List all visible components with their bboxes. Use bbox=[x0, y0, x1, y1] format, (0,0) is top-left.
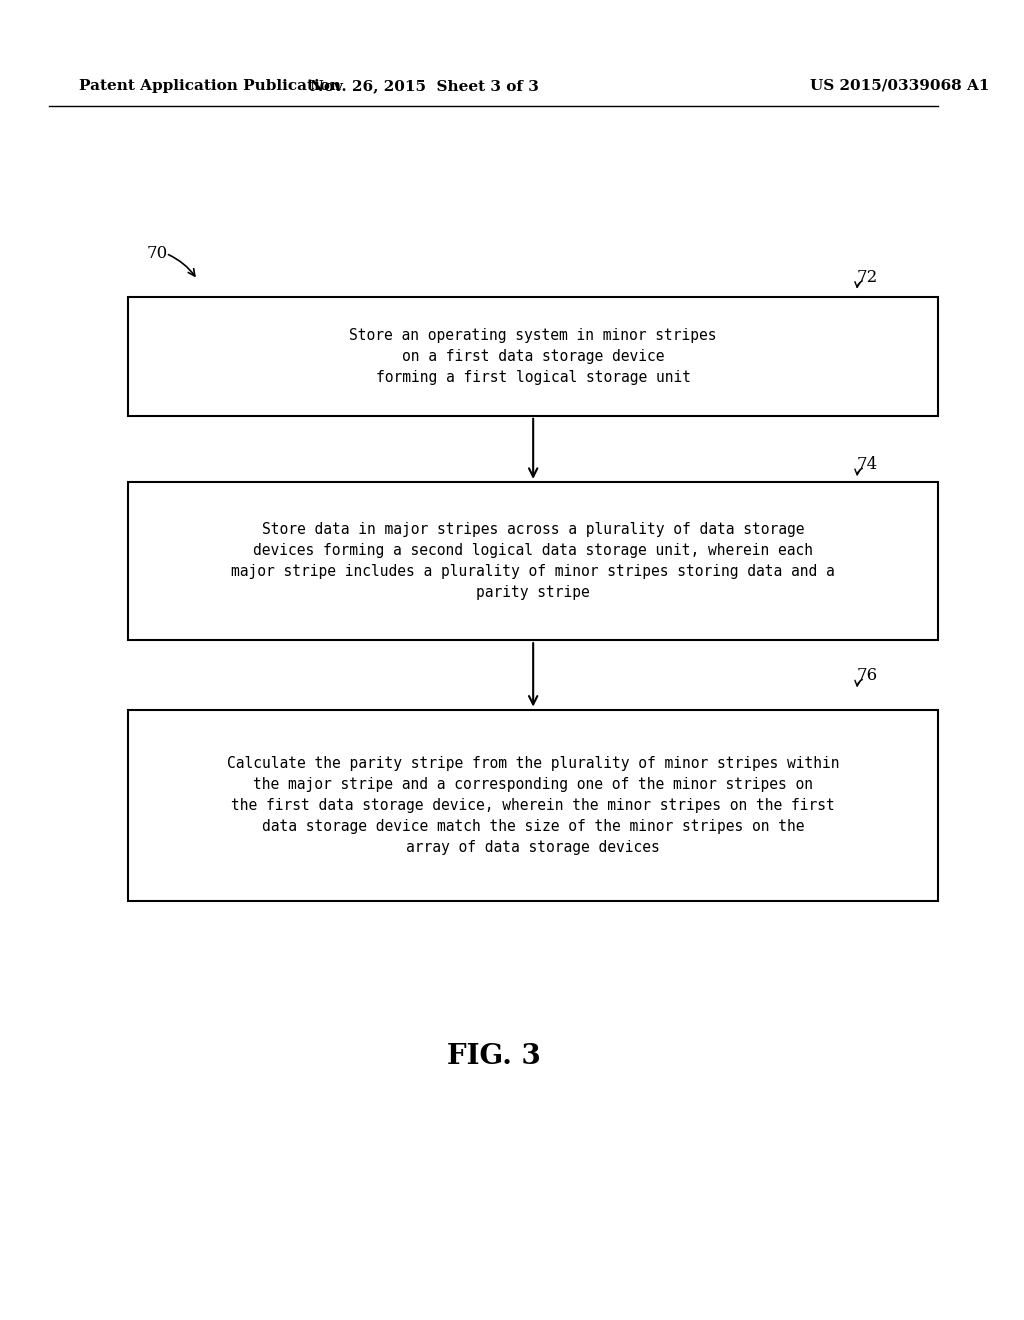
FancyBboxPatch shape bbox=[128, 482, 938, 640]
Text: Patent Application Publication: Patent Application Publication bbox=[79, 79, 341, 92]
FancyBboxPatch shape bbox=[128, 710, 938, 900]
Text: US 2015/0339068 A1: US 2015/0339068 A1 bbox=[810, 79, 989, 92]
Text: Calculate the parity stripe from the plurality of minor stripes within
the major: Calculate the parity stripe from the plu… bbox=[227, 755, 840, 855]
Text: 74: 74 bbox=[857, 457, 879, 473]
Text: FIG. 3: FIG. 3 bbox=[446, 1043, 541, 1069]
FancyBboxPatch shape bbox=[128, 297, 938, 416]
Text: Nov. 26, 2015  Sheet 3 of 3: Nov. 26, 2015 Sheet 3 of 3 bbox=[310, 79, 539, 92]
Text: 72: 72 bbox=[857, 269, 879, 285]
Text: 76: 76 bbox=[857, 668, 879, 684]
Text: Store an operating system in minor stripes
on a first data storage device
formin: Store an operating system in minor strip… bbox=[349, 327, 717, 385]
Text: Store data in major stripes across a plurality of data storage
devices forming a: Store data in major stripes across a plu… bbox=[231, 521, 835, 601]
Text: 70: 70 bbox=[146, 246, 167, 261]
